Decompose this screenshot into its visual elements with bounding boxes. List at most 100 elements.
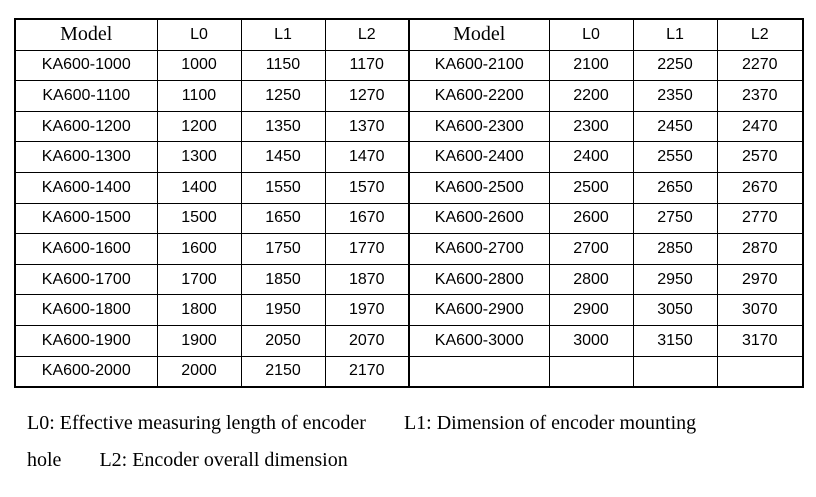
right-l0-cell: 2100 [548,49,634,82]
left-l1-cell: 1750 [240,233,326,265]
right-l1-cell: 3150 [632,324,718,357]
right-l1-cell: 2250 [632,49,718,82]
footnote-l2: L2: Encoder overall dimension [99,449,348,471]
left-l0-cell: 1400 [156,171,242,204]
left-l2-cell: 1970 [324,294,410,326]
left-l2-cell: 1170 [324,49,410,82]
left-l1-cell: 1650 [240,202,326,235]
right-l1-cell: 2450 [632,110,718,143]
header-l2-right: L2 [716,18,804,51]
header-l1-left: L1 [240,18,326,51]
left-l1-cell: 1450 [240,141,326,173]
right-l0-cell: 2600 [548,202,634,235]
left-l1-cell: 1550 [240,171,326,204]
right-l1-cell: 3050 [632,294,718,326]
right-empty-cell [548,355,634,388]
header-l2-left: L2 [324,18,410,51]
left-l2-cell: 2070 [324,324,410,357]
table-row: KA600-1700 1700 1850 1870 KA600-2800 2800 2950… [14,263,804,296]
left-l1-cell: 1350 [240,110,326,143]
left-l2-cell: 1670 [324,202,410,235]
right-l0-cell: 3000 [548,324,634,357]
right-l2-cell: 2970 [716,263,804,296]
right-l2-cell: 2470 [716,110,804,143]
right-l0-cell: 2500 [548,171,634,204]
right-l0-cell: 2300 [548,110,634,143]
left-model-cell: KA600-1300 [14,141,158,173]
table-row: KA600-1500 1500 1650 1670 KA600-2600 2600 2750… [14,202,804,235]
table-row: KA600-1300 1300 1450 1470 KA600-2400 2400 2550… [14,141,804,173]
right-l1-cell: 2550 [632,141,718,173]
left-l2-cell: 1770 [324,233,410,265]
table-row: KA600-1600 1600 1750 1770 KA600-2700 2700 2850… [14,233,804,265]
right-model-cell: KA600-2800 [408,263,550,296]
left-model-cell: KA600-1500 [14,202,158,235]
right-l0-cell: 2700 [548,233,634,265]
left-l0-cell: 1800 [156,294,242,326]
right-l1-cell: 2750 [632,202,718,235]
right-model-cell: KA600-2300 [408,110,550,143]
footnote-l1: L1: Dimension of encoder mounting [403,412,697,434]
right-l2-cell: 2270 [716,49,804,82]
right-empty-cell [716,355,804,388]
left-l1-cell: 1950 [240,294,326,326]
table-row: KA600-1200 1200 1350 1370 KA600-2300 2300 2450… [14,110,804,143]
right-l2-cell: 2370 [716,80,804,112]
left-l2-cell: 1570 [324,171,410,204]
left-l0-cell: 1200 [156,110,242,143]
left-l1-cell: 1150 [240,49,326,82]
right-model-cell: KA600-3000 [408,324,550,357]
left-model-cell: KA600-1100 [14,80,158,112]
left-model-cell: KA600-1000 [14,49,158,82]
table-row: KA600-1900 1900 2050 2070 KA600-3000 3000 3150… [14,324,804,357]
left-l1-cell: 1850 [240,263,326,296]
footnote-line-2: hole L2: Encoder overall dimension [27,449,348,472]
table-row: KA600-1400 1400 1550 1570 KA600-2500 2500 2650… [14,171,804,204]
left-model-cell: KA600-1700 [14,263,158,296]
left-l0-cell: 1900 [156,324,242,357]
right-model-cell: KA600-2900 [408,294,550,326]
right-model-cell: KA600-2400 [408,141,550,173]
right-l2-cell: 2570 [716,141,804,173]
right-l2-cell: 2770 [716,202,804,235]
header-l0-right: L0 [548,18,634,51]
left-l1-cell: 1250 [240,80,326,112]
right-model-cell: KA600-2100 [408,49,550,82]
left-model-cell: KA600-1800 [14,294,158,326]
left-l0-cell: 1000 [156,49,242,82]
right-l0-cell: 2400 [548,141,634,173]
right-empty-cell [408,355,550,388]
right-l1-cell: 2350 [632,80,718,112]
left-model-cell: KA600-1200 [14,110,158,143]
left-model-cell: KA600-1600 [14,233,158,265]
right-model-cell: KA600-2600 [408,202,550,235]
left-l2-cell: 1870 [324,263,410,296]
footnote-line-1: L0: Effective measuring length of encode… [27,412,696,435]
left-l0-cell: 2000 [156,355,242,388]
left-l2-cell: 2170 [324,355,410,388]
left-l0-cell: 1500 [156,202,242,235]
right-l0-cell: 2800 [548,263,634,296]
left-model-cell: KA600-1400 [14,171,158,204]
dimension-table: Model L0 L1 L2 Model L0 L1 L2 KA600-1000… [14,18,804,389]
left-l2-cell: 1270 [324,80,410,112]
table-row: KA600-1100 1100 1250 1270 KA600-2200 2200 2350… [14,80,804,112]
table-row: KA600-1000 1000 1150 1170 KA600-2100 2100 2250… [14,49,804,82]
right-l0-cell: 2200 [548,80,634,112]
right-empty-cell [632,355,718,388]
table-row: KA600-1800 1800 1950 1970 KA600-2900 2900 3050… [14,294,804,326]
right-l1-cell: 2850 [632,233,718,265]
right-model-cell: KA600-2700 [408,233,550,265]
table-header-row: Model L0 L1 L2 Model L0 L1 L2 [14,18,804,51]
footnote-l0: L0: Effective measuring length of encode… [27,412,366,434]
right-l1-cell: 2950 [632,263,718,296]
left-l2-cell: 1370 [324,110,410,143]
right-l2-cell: 2670 [716,171,804,204]
right-l0-cell: 2900 [548,294,634,326]
right-l2-cell: 3170 [716,324,804,357]
left-l1-cell: 2050 [240,324,326,357]
left-model-cell: KA600-2000 [14,355,158,388]
header-l1-right: L1 [632,18,718,51]
left-l0-cell: 1600 [156,233,242,265]
left-l2-cell: 1470 [324,141,410,173]
